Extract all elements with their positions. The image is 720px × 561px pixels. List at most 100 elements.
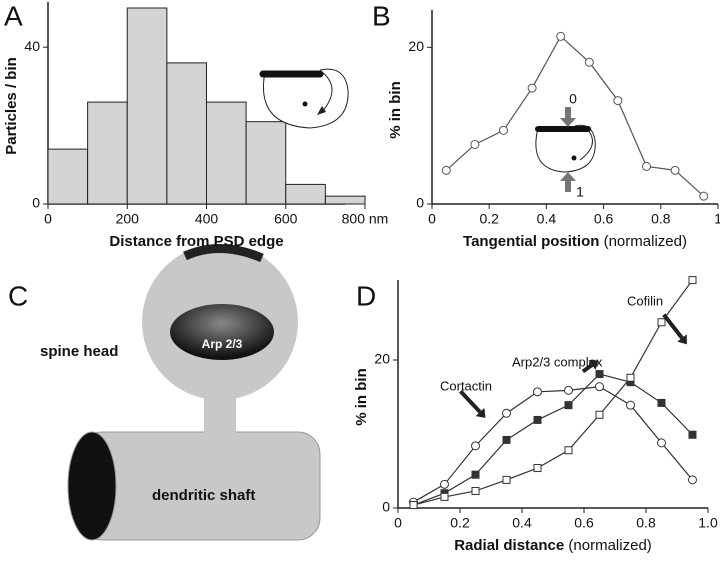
marker — [670, 165, 680, 175]
x-axis-label: Radial distance (normalized) — [454, 537, 652, 554]
arp-label: Arp 2/3 — [202, 337, 243, 351]
marker — [527, 83, 537, 93]
psd — [183, 244, 264, 263]
marker — [626, 400, 635, 410]
marker — [502, 475, 511, 484]
x-tick-label: 800 nm — [342, 211, 389, 227]
bar — [245, 121, 287, 205]
marker — [533, 464, 542, 473]
x-axis-label: Tangential position (normalized) — [463, 233, 687, 250]
annotation: Arp2/3 complex — [512, 354, 603, 369]
shaft-label: dendritic shaft — [152, 487, 255, 504]
panel-letter: C — [8, 280, 28, 311]
y-axis-label: % in bin — [353, 368, 370, 426]
x-axis-label-main: Radial distance — [454, 537, 564, 554]
bar — [87, 101, 128, 205]
marker — [657, 318, 666, 327]
bar — [324, 195, 366, 205]
y-axis-label: Particles / bin — [3, 57, 20, 155]
annotation-arrowhead — [677, 334, 687, 345]
x-axis-label-main: Distance from PSD edge — [109, 233, 283, 250]
y-tick-label: 20 — [374, 351, 390, 367]
marker — [584, 57, 594, 67]
x-tick-label: 0.8 — [651, 211, 671, 227]
x-tick-label: 1.0 — [698, 515, 718, 531]
x-tick-label: 600 — [274, 211, 298, 227]
spine-diagram: C spine head Arp 2/3 dendritic shaft — [8, 244, 321, 541]
inset-particle — [302, 101, 308, 107]
marker — [440, 479, 449, 489]
x-tick-label: 0.8 — [636, 515, 656, 531]
inset-particle — [571, 155, 577, 161]
marker — [471, 441, 480, 451]
annotation-arrowhead — [475, 407, 486, 418]
y-tick-label: 40 — [24, 38, 40, 54]
annotation-arrow — [459, 389, 482, 414]
inset-arrow — [321, 71, 333, 113]
series-line — [413, 373, 693, 506]
marker — [699, 191, 709, 201]
x-tick-label: 200 — [116, 211, 140, 227]
annotation: Cofilin — [627, 293, 663, 308]
marker — [613, 96, 623, 106]
marker — [471, 486, 480, 495]
marker — [564, 401, 573, 410]
marker — [564, 446, 573, 455]
marker — [556, 31, 566, 41]
x-tick-label: 0.2 — [479, 211, 499, 227]
marker — [470, 139, 480, 149]
inset-label: 0 — [569, 91, 577, 107]
marker — [657, 398, 666, 407]
marker — [688, 430, 697, 439]
x-tick-label: 0.6 — [594, 211, 614, 227]
marker — [502, 408, 511, 418]
x-axis-label-main: Tangential position — [463, 233, 599, 250]
marker — [657, 438, 666, 448]
y-tick-label: 0 — [382, 499, 390, 515]
x-axis-label-note: (normalized) — [604, 233, 687, 250]
marker — [595, 382, 604, 392]
marker — [440, 492, 449, 501]
marker — [533, 415, 542, 424]
marker — [595, 370, 604, 379]
inset-spine — [535, 124, 596, 173]
bar — [285, 183, 326, 205]
marker-arrow — [560, 172, 576, 192]
x-tick-label: 0 — [428, 211, 436, 227]
bar — [126, 7, 168, 205]
x-tick-label: 0.4 — [512, 515, 532, 531]
marker — [626, 373, 635, 382]
annotation-arrow — [662, 313, 684, 340]
spine-head-label: spine head — [40, 343, 118, 360]
annotation: Cortactin — [440, 378, 492, 393]
marker — [502, 435, 511, 444]
marker — [441, 165, 451, 175]
y-tick-label: 0 — [32, 195, 40, 211]
annotation-arrow — [581, 363, 594, 374]
y-axis-label: % in bin — [387, 81, 404, 139]
bar — [206, 101, 247, 205]
annotation-arrowhead — [588, 360, 599, 370]
marker — [564, 385, 573, 395]
marker — [533, 387, 542, 397]
panel-letter: A — [4, 0, 23, 31]
y-tick-label: 20 — [408, 38, 424, 54]
marker — [471, 470, 480, 479]
x-tick-label: 0.4 — [537, 211, 557, 227]
marker — [499, 125, 508, 135]
inset-arrowhead — [317, 106, 326, 115]
inset-arrow — [579, 129, 593, 161]
panel-letter: D — [356, 280, 376, 311]
marker — [642, 161, 651, 171]
marker — [688, 475, 697, 485]
x-axis-label: Distance from PSD edge — [109, 233, 283, 250]
shaft-end — [67, 431, 117, 541]
bar — [166, 62, 207, 205]
x-tick-label: 0 — [394, 515, 402, 531]
bar — [47, 148, 89, 205]
x-tick-label: 400 — [195, 211, 219, 227]
series-line — [413, 279, 693, 506]
series-line — [445, 35, 705, 197]
